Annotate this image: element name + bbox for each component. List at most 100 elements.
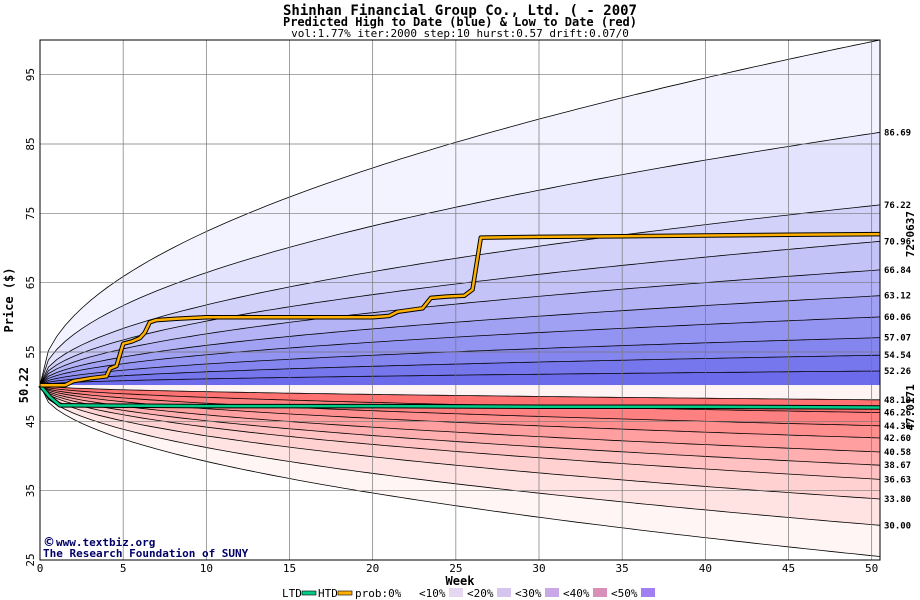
legend-bin-swatch	[593, 588, 607, 597]
high-contour	[39, 204, 881, 386]
htd-series-line	[40, 232, 881, 387]
legend-bin-swatch	[545, 588, 559, 597]
high-contour	[39, 39, 881, 386]
blue-band	[40, 295, 880, 386]
red-band	[40, 385, 880, 400]
x-tick-label: 20	[366, 562, 379, 575]
y-tick-label: 35	[24, 484, 37, 497]
legend-bin-label: <50%	[611, 587, 638, 600]
ltd-series-line	[39, 384, 881, 409]
x-tick-label: 35	[616, 562, 629, 575]
low-contour	[39, 384, 881, 427]
high-level-label: 66.84	[884, 266, 912, 276]
high-contour	[39, 295, 881, 386]
high-level-label: 60.06	[884, 313, 911, 323]
x-tick-labels: 0 5 10 15 20 25 30 35 40 45 50	[37, 562, 879, 575]
high-level-label: 57.07	[884, 334, 911, 344]
high-contour	[39, 337, 881, 386]
x-tick-label: 30	[532, 562, 545, 575]
low-contour	[39, 384, 881, 500]
legend-htd-label: HTD	[318, 587, 338, 600]
red-band	[40, 385, 880, 480]
low-level-label: 38.67	[884, 461, 911, 471]
high-level-label: 52.26	[884, 367, 911, 377]
legend-bin-label: <20%	[467, 587, 494, 600]
low-contour	[39, 384, 881, 526]
legend-prob-label: prob:0%	[355, 587, 402, 600]
low-contour	[39, 384, 880, 401]
y-tick-label: 55	[24, 345, 37, 358]
x-tick-label: 50	[865, 562, 878, 575]
low-level-label: 30.00	[884, 521, 911, 531]
blue-band	[40, 269, 880, 386]
credit-line2: The Research Foundation of SUNY	[43, 547, 249, 560]
x-tick-label: 25	[449, 562, 462, 575]
red-band	[40, 385, 880, 557]
high-contour	[39, 354, 881, 386]
series-lines	[38, 231, 881, 410]
low-level-label: 42.60	[884, 434, 911, 444]
high-contour	[39, 131, 881, 386]
start-price-label: 50.22	[17, 367, 31, 403]
red-band	[40, 385, 880, 452]
plot-frame	[39, 39, 881, 561]
x-tick-label: 5	[120, 562, 127, 575]
chart-title: Shinhan Financial Group Co., Ltd. ( - 20…	[283, 3, 637, 19]
low-level-label: 46.26	[884, 409, 911, 419]
legend-ltd-label: LTD	[282, 587, 302, 600]
high-contour	[39, 316, 881, 386]
high-level-label: 86.69	[884, 128, 911, 138]
red-band	[40, 385, 880, 526]
blue-band	[40, 40, 880, 386]
x-axis-label: Week	[446, 574, 476, 588]
blue-band	[40, 204, 880, 386]
y-tick-labels: 25 35 45 55 65 75 85 95	[24, 68, 37, 567]
legend-bin-swatch	[641, 588, 655, 597]
red-band	[40, 385, 880, 438]
high-level-label: 70.96	[884, 237, 911, 247]
high-level-label: 63.12	[884, 292, 911, 302]
low-contour	[39, 384, 881, 480]
x-tick-label: 45	[782, 562, 795, 575]
red-band	[40, 385, 880, 466]
x-tick-label: 0	[37, 562, 44, 575]
red-band	[40, 385, 880, 499]
probability-bands	[40, 40, 880, 557]
y-axis-label: Price ($)	[2, 267, 16, 332]
legend-ltd-swatch	[301, 590, 317, 596]
blue-band	[40, 371, 880, 386]
ltd-end-value: 47.0171	[904, 384, 917, 431]
blue-band	[40, 316, 880, 386]
y-tick-label: 25	[24, 553, 37, 566]
low-contour	[39, 384, 881, 557]
legend-bin-swatch	[401, 588, 415, 597]
high-contour	[39, 269, 881, 386]
level-labels: 52.26 54.54 57.07 60.06 63.12 66.84 70.96 76.22…	[884, 128, 912, 531]
legend: LTD HTD prob:0% <10% <20% <30% <40% <50%	[282, 587, 655, 600]
x-tick-label: 15	[283, 562, 296, 575]
credit-copyright-icon: ©	[43, 535, 55, 549]
low-contour	[39, 384, 881, 453]
legend-bin-label: <30%	[515, 587, 542, 600]
high-level-label: 54.54	[884, 351, 912, 361]
low-level-label: 36.63	[884, 475, 911, 485]
legend-bin-swatch	[497, 588, 511, 597]
legend-bin-label: <10%	[419, 587, 446, 600]
low-contour	[39, 384, 881, 466]
y-tick-label: 95	[24, 68, 37, 81]
y-tick-label: 75	[24, 207, 37, 220]
low-level-label: 44.36	[884, 422, 911, 432]
y-tick-label: 65	[24, 276, 37, 289]
chart-params: vol:1.77% iter:2000 step:10 hurst:0.57 d…	[291, 27, 629, 40]
chart-subtitle: Predicted High to Date (blue) & Low to D…	[283, 15, 637, 29]
high-contour	[39, 370, 881, 386]
blue-band	[40, 241, 880, 386]
high-level-label: 76.22	[884, 201, 911, 211]
legend-bin-swatch	[449, 588, 463, 597]
htd-end-value: 72.0637	[904, 211, 917, 257]
y-tick-label: 45	[24, 415, 37, 428]
low-level-label: 40.58	[884, 448, 911, 458]
legend-bin-label: <40%	[563, 587, 590, 600]
blue-band	[40, 355, 880, 386]
